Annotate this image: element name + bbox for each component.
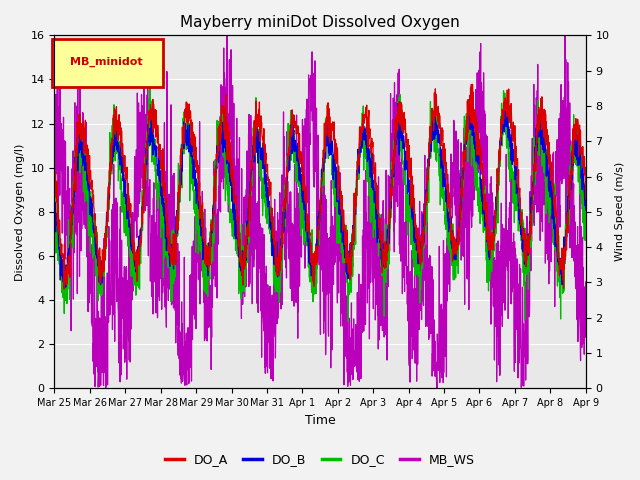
- Text: MB_minidot: MB_minidot: [70, 57, 143, 67]
- Y-axis label: Wind Speed (m/s): Wind Speed (m/s): [615, 162, 625, 262]
- Title: Mayberry miniDot Dissolved Oxygen: Mayberry miniDot Dissolved Oxygen: [180, 15, 460, 30]
- X-axis label: Time: Time: [305, 414, 335, 427]
- FancyBboxPatch shape: [52, 39, 163, 86]
- Legend: DO_A, DO_B, DO_C, MB_WS: DO_A, DO_B, DO_C, MB_WS: [161, 448, 479, 471]
- Y-axis label: Dissolved Oxygen (mg/l): Dissolved Oxygen (mg/l): [15, 143, 25, 280]
